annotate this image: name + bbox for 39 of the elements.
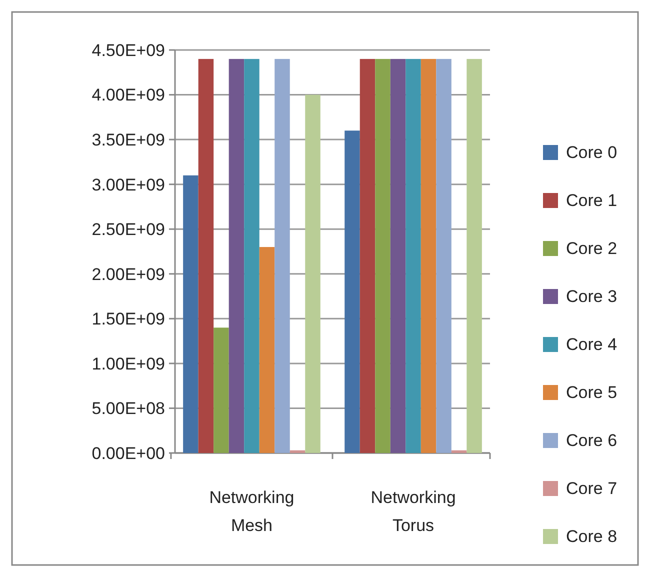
- y-tick-label: 3.50E+09: [92, 130, 165, 150]
- bar: [214, 328, 229, 453]
- bar: [360, 58, 376, 453]
- bar: [244, 58, 260, 453]
- bar: [390, 58, 406, 453]
- legend-label: Core 6: [566, 430, 618, 450]
- bar: [228, 58, 244, 453]
- y-tick-label: 4.00E+09: [92, 86, 165, 105]
- x-tick-label: Networking Torus: [370, 488, 456, 535]
- y-tick-label: 0.00E+00: [92, 444, 165, 463]
- legend-label: Core 2: [566, 238, 618, 258]
- y-tick-label: 2.00E+09: [92, 264, 165, 284]
- legend-label: Core 3: [566, 286, 618, 306]
- legend-label: Core 1: [566, 190, 618, 210]
- bar: [183, 175, 198, 453]
- bar: [375, 58, 390, 453]
- x-tick-label: Networking Mesh: [209, 488, 294, 535]
- bar: [451, 450, 467, 453]
- legend-label: Core 4: [566, 334, 618, 354]
- legend-label: Core 5: [566, 382, 618, 402]
- bar: [290, 450, 306, 453]
- bar: [274, 58, 290, 453]
- y-tick-label: 1.00E+09: [92, 354, 165, 374]
- y-tick-label: 4.50E+09: [92, 40, 165, 60]
- bar: [344, 130, 360, 453]
- bar: [198, 58, 214, 453]
- legend-label: Core 8: [566, 526, 618, 546]
- bar: [436, 58, 452, 453]
- y-tick-label: 5.00E+08: [92, 399, 165, 418]
- y-tick-label: 2.50E+09: [92, 220, 165, 240]
- bar: [259, 247, 275, 453]
- y-tick-label: 3.00E+09: [92, 175, 165, 194]
- bar: [406, 58, 421, 453]
- bar: [466, 58, 482, 453]
- legend-label: Core 0: [566, 142, 618, 162]
- y-tick-label: 1.50E+09: [92, 310, 165, 329]
- bar: [420, 58, 436, 453]
- bar: [305, 94, 320, 453]
- legend-label: Core 7: [566, 478, 618, 498]
